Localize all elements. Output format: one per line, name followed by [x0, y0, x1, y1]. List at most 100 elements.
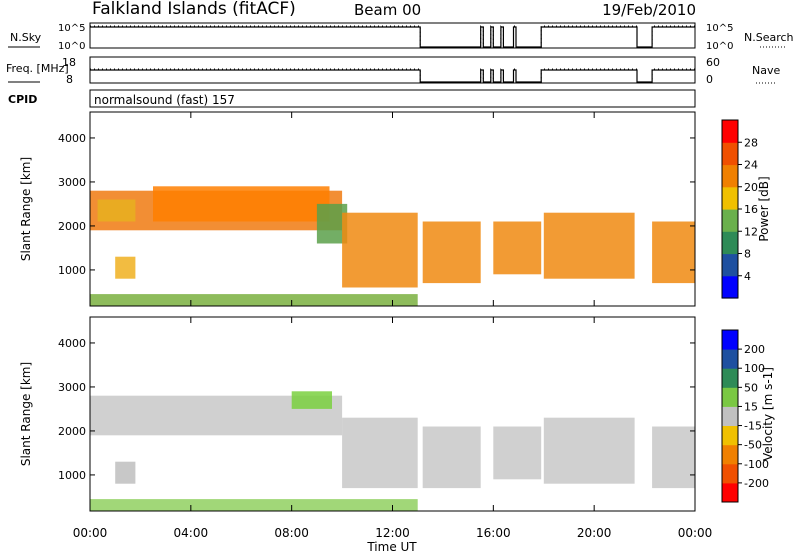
frequency-nave-dots	[90, 68, 695, 83]
colorbar-tick-label-5: -50	[744, 439, 762, 452]
data-region-7	[652, 426, 695, 489]
y-tick-label-2: 3000	[58, 176, 86, 189]
frequency-right-tick-bottom: 0	[706, 73, 713, 86]
data-region-5	[115, 256, 136, 279]
velocity-colorbar: 200 100 50 15 -15 -50 -100 -200	[721, 329, 769, 503]
data-region-8	[90, 499, 418, 511]
frequency-right-label: Nave	[752, 64, 780, 77]
colorbar-tick-label-5: 8	[744, 248, 751, 261]
cpid-panel-frame	[89, 89, 696, 108]
data-region-10	[90, 294, 418, 306]
data-region-9	[652, 221, 695, 284]
x-tick-label-6: 00:00	[678, 526, 713, 540]
velocity-y-axis: 1000 2000 3000 4000	[58, 337, 695, 482]
noise-right-tick-bottom: 10^0	[706, 41, 733, 52]
colorbar-swatch-1	[722, 463, 738, 484]
colorbar-tick-label-2: 50	[744, 381, 758, 394]
colorbar-tick-label-6: 4	[744, 270, 751, 283]
frequency-panel: Freq. [MHz] 18 8 60 0 Nave	[6, 56, 780, 86]
data-region-4	[342, 212, 418, 288]
frequency-series-line	[90, 69, 695, 83]
colorbar-tick-label-4: -15	[744, 420, 762, 433]
power-y-label: Slant Range [km]	[19, 157, 33, 261]
velocity-colorbar-label: Velocity [m s-1]	[761, 367, 775, 461]
noise-left-tick-top: 10^5	[58, 23, 85, 34]
colorbar-tick-label-7: -200	[744, 477, 769, 490]
y-tick-label-1: 2000	[58, 425, 86, 438]
colorbar-tick-label-3: 15	[744, 400, 758, 413]
velocity-y-label: Slant Range [km]	[19, 362, 33, 466]
x-tick-label-1: 04:00	[174, 526, 209, 540]
colorbar-tick-label-3: 16	[744, 203, 758, 216]
y-tick-label-3: 4000	[58, 337, 86, 350]
time-x-axis: 00:00 04:00 08:00 12:00 16:00 20:00 00:00	[73, 112, 713, 540]
colorbar-swatch-5	[722, 387, 738, 407]
noise-right-tick-top: 10^5	[706, 23, 733, 34]
colorbar-tick-label-1: 24	[744, 159, 758, 172]
velocity-panel: 1000 2000 3000 4000 Slant Range [km] 200 100…	[19, 316, 775, 512]
data-region-8	[543, 212, 635, 279]
x-tick-label-5: 20:00	[577, 526, 612, 540]
x-tick-label-4: 16:00	[476, 526, 511, 540]
colorbar-frame	[721, 329, 739, 503]
colorbar-swatch-4	[722, 186, 738, 210]
data-region-4	[422, 426, 481, 489]
data-region-7	[493, 221, 542, 275]
data-region-6	[543, 417, 635, 484]
power-data-regions	[90, 186, 695, 306]
frequency-left-tick-bottom: 8	[66, 73, 73, 86]
colorbar-tick-label-6: -100	[744, 458, 769, 471]
noise-right-label: N.Search	[744, 31, 794, 44]
data-region-2	[97, 199, 136, 222]
y-tick-label-2: 3000	[58, 381, 86, 394]
power-colorbar: 28 24 20 16 12 8 4	[721, 119, 758, 299]
data-region-5	[493, 426, 542, 480]
beam-label: Beam 00	[354, 1, 421, 19]
colorbar-tick-label-1: 100	[744, 362, 765, 375]
colorbar-swatch-5	[722, 164, 738, 188]
cpid-program: normalsound (fast) 157	[94, 93, 235, 107]
power-y-axis: 1000 2000 3000 4000	[58, 132, 695, 277]
power-colorbar-label: Power [dB]	[757, 176, 771, 241]
colorbar-swatch-3	[722, 425, 738, 446]
colorbar-swatch-3	[722, 209, 738, 232]
colorbar-swatch-1	[722, 253, 738, 277]
colorbar-swatch-7	[722, 349, 738, 369]
colorbar-tick-label-0: 28	[744, 136, 758, 149]
noise-left-tick-bottom: 10^0	[58, 41, 85, 52]
y-tick-label-0: 1000	[58, 264, 86, 277]
colorbar-swatch-0	[722, 482, 738, 503]
noise-series-line	[90, 26, 695, 48]
noise-panel-frame	[89, 22, 696, 49]
data-region-1	[291, 391, 332, 409]
station-title: Falkland Islands (fitACF)	[92, 0, 296, 19]
colorbar-swatch-2	[722, 231, 738, 255]
colorbar-swatch-4	[722, 406, 738, 426]
noise-search-dots	[90, 25, 695, 48]
colorbar-swatch-7	[722, 120, 738, 143]
colorbar-tick-label-4: 12	[744, 225, 758, 238]
cpid-label: CPID	[8, 93, 37, 106]
colorbar-swatch-6	[722, 142, 738, 166]
colorbar-swatch-2	[722, 444, 738, 465]
cpid-panel: CPID normalsound (fast) 157	[8, 89, 696, 108]
y-tick-label-3: 4000	[58, 132, 86, 145]
frequency-left-tick-top: 18	[62, 56, 76, 69]
x-axis-label: Time UT	[366, 540, 417, 554]
frequency-left-label: Freq. [MHz]	[6, 62, 69, 75]
noise-panel: N.Sky 10^5 10^0 10^5 10^0 N.Search	[8, 22, 794, 52]
noise-left-label: N.Sky	[10, 31, 42, 44]
y-tick-label-0: 1000	[58, 469, 86, 482]
colorbar-swatch-6	[722, 368, 738, 388]
colorbar-tick-label-0: 200	[744, 343, 765, 356]
x-tick-label-2: 08:00	[274, 526, 309, 540]
frequency-right-tick-top: 60	[706, 56, 720, 69]
data-region-3	[115, 461, 136, 484]
colorbar-swatch-8	[722, 330, 738, 350]
data-region-2	[342, 417, 418, 489]
x-tick-label-0: 00:00	[73, 526, 108, 540]
data-region-1	[153, 186, 330, 222]
colorbar-tick-label-2: 20	[744, 181, 758, 194]
x-tick-label-3: 12:00	[375, 526, 410, 540]
